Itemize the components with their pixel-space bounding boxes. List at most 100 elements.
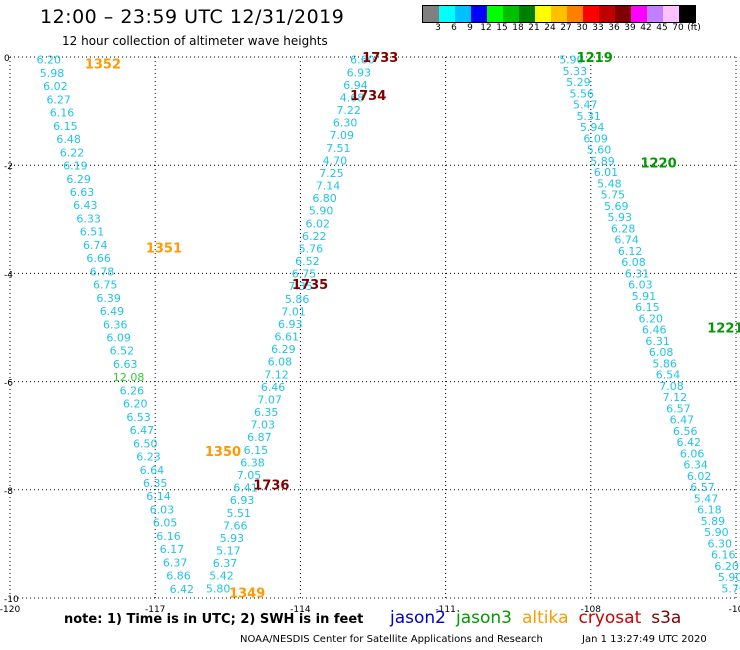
data-point-jason3: 5.29 xyxy=(566,76,591,89)
colorbar-swatch xyxy=(519,6,535,22)
y-tick-label: -2 xyxy=(4,162,13,172)
data-point-altika: 6.37 xyxy=(163,556,188,569)
colorbar-label: 24 xyxy=(544,23,556,33)
data-point-altika: 6.63 xyxy=(70,186,95,199)
data-point-s3a: 6.30 xyxy=(333,117,358,130)
colorbar-swatch xyxy=(423,6,439,22)
colorbar-swatch xyxy=(679,6,695,22)
data-point-jason3: 5.31 xyxy=(576,110,601,123)
data-point-s3a: 7.51 xyxy=(326,142,351,155)
data-point-s3a: 6.08 xyxy=(268,356,293,369)
data-point-s3a: 6.35 xyxy=(254,406,279,419)
data-point-s3a: 6.38 xyxy=(240,456,265,469)
data-point-s3a: 4.68 xyxy=(340,91,365,104)
colorbar-swatch xyxy=(631,6,647,22)
data-point-s3a: 6.37 xyxy=(213,557,238,570)
data-point-altika: 6.23 xyxy=(136,451,161,464)
data-point-s3a: 5.93 xyxy=(220,532,245,545)
data-point-s3a: 6.22 xyxy=(302,230,327,243)
data-point-jason3: 5.47 xyxy=(694,492,719,505)
y-tick-label: -10 xyxy=(4,595,19,605)
data-point-altika: 12.08 xyxy=(113,371,145,384)
data-point-altika: 6.20 xyxy=(123,398,148,411)
data-point-jason3: 5.86 xyxy=(652,357,677,370)
data-point-jason3: 5.90 xyxy=(704,526,729,539)
x-tick-label: -111 xyxy=(435,605,455,615)
data-point-altika: 6.29 xyxy=(66,173,91,186)
data-point-jason3: 6.57 xyxy=(690,481,715,494)
data-point-s3a: 6.80 xyxy=(312,192,337,205)
colorbar xyxy=(422,5,696,23)
chart-subtitle: 12 hour collection of altimeter wave hei… xyxy=(62,34,328,48)
data-point-jason3: 5.60 xyxy=(587,144,612,157)
credit-line: NOAA/NESDIS Center for Satellite Applica… xyxy=(240,634,543,645)
colorbar-label: 30 xyxy=(576,23,588,33)
colorbar-swatch xyxy=(487,6,503,22)
data-point-altika: 6.33 xyxy=(76,212,101,225)
time-label-altika: 1350 xyxy=(205,445,241,460)
time-labels: 1352 1351 1350 1349 1733 1734 1735 1736 1219 1220… xyxy=(85,51,740,602)
data-point-jason3: 5.33 xyxy=(563,65,588,78)
colorbar-label: 45 xyxy=(656,23,668,33)
data-point-s3a: 7.25 xyxy=(319,167,344,180)
data-point-s3a: 7.09 xyxy=(329,129,354,142)
colorbar-swatch xyxy=(503,6,519,22)
colorbar-swatch xyxy=(439,6,455,22)
legend-jason3: jason3 xyxy=(456,608,512,628)
data-point-jason3: 5.89 xyxy=(590,155,615,168)
data-point-s3a: 6.94 xyxy=(343,79,368,92)
colorbar-swatch xyxy=(599,6,615,22)
time-label-s3a: 1734 xyxy=(350,89,386,104)
data-point-altika: 6.53 xyxy=(126,411,151,424)
data-point-s3a: 5.80 xyxy=(206,582,231,595)
data-point-s3a: 6.02 xyxy=(305,217,330,230)
data-point-s3a: 5.51 xyxy=(226,507,251,520)
colorbar-swatch xyxy=(647,6,663,22)
data-point-jason3: 6.46 xyxy=(642,324,667,337)
legend-cryosat: cryosat xyxy=(578,608,642,628)
data-point-altika: 6.42 xyxy=(170,583,195,596)
time-label-jason3: 1220 xyxy=(640,156,676,171)
colorbar-label: (ft) xyxy=(687,23,701,33)
data-point-altika: 6.17 xyxy=(160,543,185,556)
data-point-s3a: 6.75 xyxy=(292,268,317,281)
data-point-jason3: 6.15 xyxy=(635,301,660,314)
data-point-altika: 6.02 xyxy=(43,80,68,93)
data-point-jason3: 5.69 xyxy=(604,200,629,213)
data-point-altika: 6.66 xyxy=(86,252,111,265)
data-point-altika: 6.16 xyxy=(50,107,75,120)
generated-timestamp: Jan 1 13:27:49 UTC 2020 xyxy=(582,634,707,645)
data-point-jason3: 6.34 xyxy=(683,459,708,472)
colorbar-swatch xyxy=(455,6,471,22)
data-point-altika: 6.39 xyxy=(96,292,121,305)
data-point-s3a: 5.42 xyxy=(209,570,234,583)
colorbar-label: 70 xyxy=(672,23,684,33)
data-point-s3a: 6.46 xyxy=(261,381,286,394)
data-point-altika: 5.98 xyxy=(40,67,65,80)
colorbar-swatch xyxy=(615,6,631,22)
data-point-s3a: 6.29 xyxy=(271,343,296,356)
data-point-s3a: 7.03 xyxy=(251,419,276,432)
colorbar-label: 39 xyxy=(624,23,636,33)
data-point-altika: 6.19 xyxy=(63,160,88,173)
data-point-jason3: 5.90 xyxy=(559,54,584,67)
data-point-jason3: 6.01 xyxy=(594,166,619,179)
data-point-jason3: 6.54 xyxy=(656,369,681,382)
colorbar-label: 42 xyxy=(640,23,652,33)
data-point-jason3: 5.89 xyxy=(701,515,726,528)
data-point-altika: 6.26 xyxy=(120,384,145,397)
colorbar-swatch xyxy=(567,6,583,22)
data-point-jason3: 6.20 xyxy=(714,560,739,573)
data-point-s3a: 7.01 xyxy=(281,305,306,318)
data-point-altika: 6.63 xyxy=(113,358,138,371)
colorbar-label: 36 xyxy=(608,23,620,33)
data-point-s3a: 7.07 xyxy=(257,393,282,406)
data-point-jason3: 6.28 xyxy=(611,222,636,235)
data-point-altika: 6.05 xyxy=(153,517,178,530)
data-point-jason3: 6.03 xyxy=(628,279,653,292)
data-point-altika: 6.64 xyxy=(140,464,165,477)
data-point-jason3: 6.30 xyxy=(708,537,733,550)
data-point-jason3: 6.47 xyxy=(670,414,695,427)
data-point-altika: 6.14 xyxy=(146,490,171,503)
data-point-jason3: 7.08 xyxy=(659,380,684,393)
